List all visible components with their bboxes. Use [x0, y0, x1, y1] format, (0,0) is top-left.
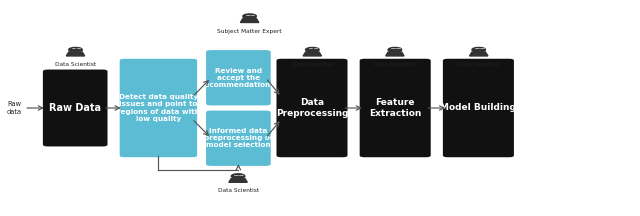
Bar [480, 48, 484, 49]
Bar [391, 48, 396, 49]
Bar [246, 15, 250, 16]
Polygon shape [303, 52, 321, 56]
Polygon shape [470, 52, 488, 56]
Text: Subject Matter Expert: Subject Matter Expert [218, 29, 282, 33]
Text: Data
Preprocessing: Data Preprocessing [276, 98, 348, 118]
Text: Data Scientist: Data Scientist [458, 62, 499, 67]
Text: Data Scientist: Data Scientist [292, 62, 333, 67]
FancyBboxPatch shape [120, 59, 197, 157]
Text: Detect data quality
issues and point to
regions of data with
low quality: Detect data quality issues and point to … [117, 94, 200, 122]
Text: Data Scientist: Data Scientist [374, 62, 415, 67]
Bar [308, 48, 313, 49]
Text: Raw Data: Raw Data [49, 103, 101, 113]
Bar [475, 48, 479, 49]
FancyBboxPatch shape [206, 50, 271, 105]
FancyBboxPatch shape [360, 59, 431, 157]
Polygon shape [386, 52, 404, 56]
FancyBboxPatch shape [43, 70, 108, 146]
Polygon shape [67, 52, 84, 56]
Bar [396, 48, 401, 49]
Circle shape [305, 48, 319, 52]
FancyBboxPatch shape [276, 59, 348, 157]
Bar [77, 48, 81, 49]
Text: Informed data
preprocessing or
model selection: Informed data preprocessing or model sel… [204, 128, 273, 148]
Text: Data Scientist: Data Scientist [218, 188, 259, 193]
Circle shape [68, 48, 83, 52]
Text: Data Scientist: Data Scientist [55, 62, 96, 67]
Bar [251, 15, 255, 16]
Text: Raw
data: Raw data [6, 102, 22, 114]
Circle shape [243, 14, 257, 19]
Bar [314, 48, 318, 49]
Circle shape [472, 48, 486, 52]
Circle shape [231, 174, 245, 178]
FancyBboxPatch shape [206, 111, 271, 166]
Bar [239, 175, 244, 176]
FancyBboxPatch shape [443, 59, 514, 157]
Polygon shape [229, 178, 247, 182]
Bar [234, 175, 239, 176]
Polygon shape [241, 19, 259, 22]
Text: Review and
accept the
recommendations: Review and accept the recommendations [202, 68, 275, 88]
Text: Feature
Extraction: Feature Extraction [369, 98, 421, 118]
Bar [72, 48, 76, 49]
Text: Model Building: Model Building [440, 103, 516, 113]
Circle shape [388, 48, 402, 52]
